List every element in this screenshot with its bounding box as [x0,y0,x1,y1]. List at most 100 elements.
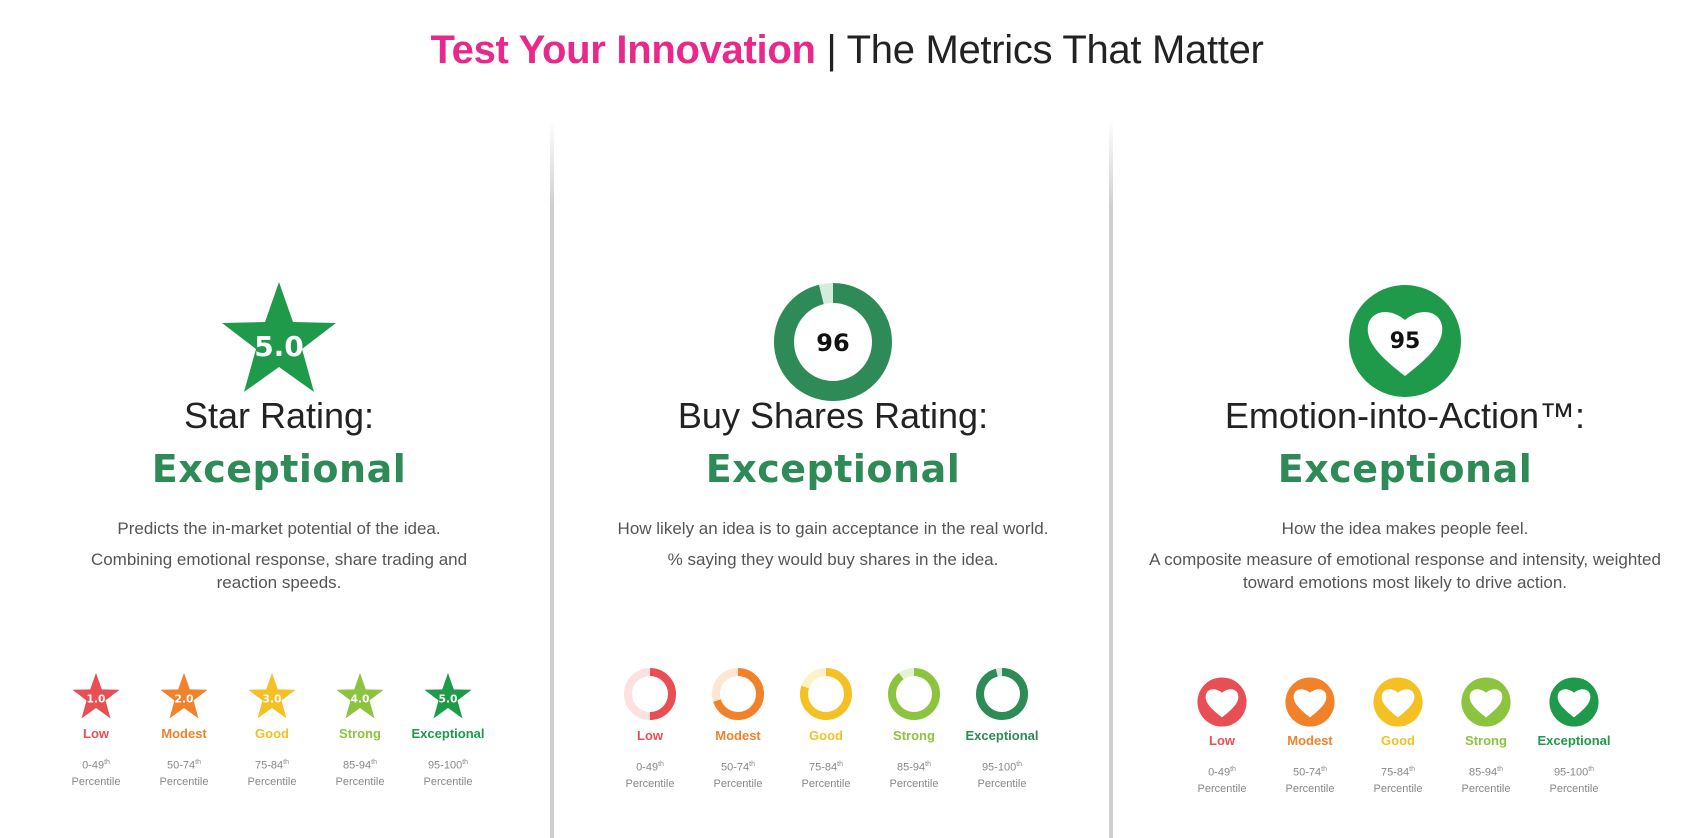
star-icon: 3.0 [248,672,296,719]
scale-item-low: Low 0-49th Percentile [1179,677,1265,797]
rating-value: Exceptional [705,447,961,491]
scale-range: 85-94th Percentile [1461,766,1511,795]
scale-name: Good [255,726,289,741]
scale-item-good: Good 75-84th Percentile [1355,677,1441,797]
scale-range: 75-84th Percentile [1373,766,1423,795]
star-icon: 4.0 [336,672,384,719]
title-rest: The Metrics That Matter [846,28,1264,72]
rating-scale: 1.0 Low 0-49th Percentile 2.0 Modest 50-7… [0,672,558,812]
heart-icon [1197,677,1247,727]
panel-buy-shares: 96 Buy Shares Rating: Exceptional How li… [554,260,1112,790]
description-line: A composite measure of emotional respons… [1149,550,1661,592]
scale-name: Exceptional [965,728,1039,743]
scale-range: 75-84th Percentile [801,761,851,790]
scale-name: Modest [715,728,761,743]
scale-range: 95-100th Percentile [977,761,1027,790]
scale-range: 0-49th Percentile [1197,766,1247,795]
gauge-arc [624,668,676,720]
panel-star-rating: 5.0 Star Rating: Exceptional Predicts th… [0,260,558,788]
donut-icon [976,668,1028,720]
scale-value: 4.0 [350,693,369,706]
gauge-arc [774,283,892,401]
scale-value: 1.0 [86,693,105,706]
description-line: % saying they would buy shares in the id… [667,550,999,569]
donut-icon [712,668,764,720]
star-icon: 1.0 [72,672,120,719]
scale-item-low: 1.0 Low 0-49th Percentile [53,672,139,790]
star-icon: 2.0 [160,672,208,719]
title-accent: Test Your Innovation [430,28,816,72]
hero-value: 95 [1390,329,1421,354]
scale-item-exceptional: Exceptional 95-100th Percentile [1531,677,1617,797]
page-title: Test Your Innovation | The Metrics That … [0,28,1694,73]
panel-emotion-into-action: 95 Emotion-into-Action™: Exceptional How… [1126,260,1684,795]
scale-item-modest: Modest 50-74th Percentile [1267,677,1353,797]
metric-description: Predicts the in-market potential of the … [0,517,558,594]
gauge-arc [976,668,1028,720]
scale-item-exceptional: Exceptional 95-100th Percentile [959,666,1045,792]
scale-range: 50-74th Percentile [713,761,763,790]
column-divider-right [1109,120,1113,838]
scale-name: Strong [339,726,381,741]
heart-icon [1285,677,1335,727]
hero-badge: 95 [1126,260,1684,397]
scale-item-low: Low 0-49th Percentile [607,666,693,792]
description-line: How likely an idea is to gain acceptance… [617,519,1049,538]
scale-range: 0-49th Percentile [625,761,675,790]
scale-item-strong: Strong 85-94th Percentile [871,666,957,792]
scale-range: 95-100th Percentile [1549,766,1599,795]
scale-item-exceptional: 5.0 Exceptional 95-100th Percentile [405,672,491,790]
metric-description: How likely an idea is to gain acceptance… [554,517,1112,571]
rating-value: Exceptional [151,447,407,491]
scale-range: 0-49th Percentile [71,759,121,788]
scale-range: 85-94th Percentile [889,761,939,790]
scale-value: 3.0 [262,693,281,706]
scale-name: Low [1209,733,1235,748]
scale-name: Exceptional [411,726,485,741]
donut-icon [624,668,676,720]
scale-range: 85-94th Percentile [335,759,385,788]
scale-name: Exceptional [1537,733,1611,748]
scale-name: Low [637,728,663,743]
scale-name: Good [809,728,843,743]
metric-label: Star Rating: [183,395,375,436]
gauge-arc [712,668,764,720]
heart-icon [1367,312,1443,376]
gauge-arc [800,668,852,720]
scale-range: 50-74th Percentile [159,759,209,788]
hero-value: 96 [816,329,849,357]
gauge-arc [888,668,940,720]
hero-badge: 96 [554,260,1112,401]
scale-item-strong: Strong 85-94th Percentile [1443,677,1529,797]
hero-value: 5.0 [254,330,304,363]
star-icon: 5.0 [424,672,472,719]
scale-item-good: Good 75-84th Percentile [783,666,869,792]
donut-icon [800,668,852,720]
scale-name: Modest [1287,733,1333,748]
scale-range: 50-74th Percentile [1285,766,1335,795]
rating-scale: Low 0-49th Percentile Modest 50-74th Perce… [554,666,1112,806]
heart-badge-icon: 95 [1349,285,1461,397]
heart-icon [1373,677,1423,727]
metric-label: Buy Shares Rating: [677,395,989,436]
metric-description: How the idea makes people feel. A compos… [1126,517,1684,594]
scale-name: Good [1381,733,1415,748]
scale-value: 5.0 [438,693,457,706]
scale-item-modest: Modest 50-74th Percentile [695,666,781,792]
description-line: Predicts the in-market potential of the … [117,519,441,538]
column-divider-left [550,120,554,838]
scale-name: Strong [1465,733,1507,748]
title-separator: | [826,28,837,72]
scale-name: Strong [893,728,935,743]
description-line: How the idea makes people feel. [1281,519,1529,538]
scale-range: 75-84th Percentile [247,759,297,788]
scale-value: 2.0 [174,693,193,706]
scale-name: Modest [161,726,207,741]
rating-value: Exceptional [1277,447,1533,491]
metric-label: Emotion-into-Action™: [1224,395,1586,436]
donut-icon [888,668,940,720]
donut-gauge-icon: 96 [774,283,892,401]
scale-item-modest: 2.0 Modest 50-74th Percentile [141,672,227,790]
description-line: Combining emotional response, share trad… [90,550,468,592]
scale-item-good: 3.0 Good 75-84th Percentile [229,672,315,790]
